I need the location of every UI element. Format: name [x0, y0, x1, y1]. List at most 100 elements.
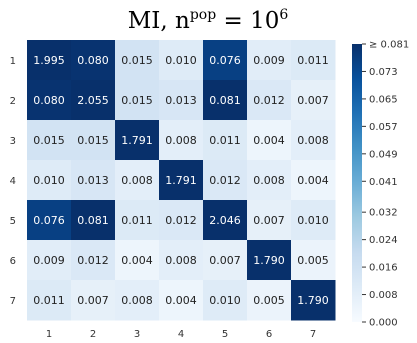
- heatmap-cell-label: 0.015: [121, 94, 153, 107]
- heatmap-cell: [115, 40, 160, 81]
- heatmap-cell-label: 0.008: [121, 174, 153, 187]
- heatmap-cell: [291, 240, 336, 281]
- x-tick-label: 4: [178, 329, 184, 340]
- heatmap-cell-label: 0.076: [33, 214, 65, 227]
- heatmap-cell-label: 0.009: [33, 254, 65, 267]
- x-tick-label: 3: [134, 329, 140, 340]
- heatmap-cell-label: 0.011: [209, 134, 241, 147]
- x-axis-ticks: 1 2 3 4 5 6 7: [46, 329, 316, 340]
- y-tick-label: 1: [10, 56, 16, 67]
- heatmap-cell: [291, 120, 336, 161]
- heatmap-cell-label: 0.013: [77, 174, 109, 187]
- heatmap-cell-labels: 1.995 0.080 0.015 0.010 0.076 0.009 0.011 0.080…: [33, 54, 329, 307]
- heatmap-cell: [247, 200, 292, 241]
- heatmap-cell: [291, 80, 336, 121]
- heatmap-cell: [247, 160, 292, 201]
- heatmap-cell-label: 0.080: [77, 54, 109, 67]
- heatmap-cell: [71, 160, 116, 201]
- y-tick-label: 7: [10, 296, 16, 307]
- y-tick-label: 3: [10, 136, 16, 147]
- heatmap-cell: [27, 240, 72, 281]
- y-axis-ticks: 1 2 3 4 5 6 7: [10, 56, 16, 307]
- heatmap-cell-label: 0.008: [121, 294, 153, 307]
- heatmap-cell: [159, 80, 204, 121]
- x-tick-label: 7: [310, 329, 316, 340]
- heatmap-cell: [203, 200, 248, 241]
- x-tick-label: 5: [222, 329, 228, 340]
- colorbar-tick-label: 0.024: [369, 235, 398, 246]
- y-tick-label: 2: [10, 96, 16, 107]
- heatmap-cell: [115, 200, 160, 241]
- heatmap-cell: [71, 280, 116, 321]
- heatmap-cell-label: 0.013: [165, 94, 197, 107]
- chart-title-rest: = 10: [216, 8, 279, 34]
- heatmap-cell-label: 0.011: [297, 54, 329, 67]
- colorbar-tick-label: 0.057: [369, 122, 398, 133]
- heatmap-cell: [247, 120, 292, 161]
- heatmap-cell-label: 0.005: [253, 294, 285, 307]
- heatmap-cell-label: 0.012: [253, 94, 285, 107]
- heatmap-cell-label: 0.076: [209, 54, 241, 67]
- colorbar: [352, 44, 362, 322]
- heatmap-cell-label: 0.008: [297, 134, 329, 147]
- colorbar-tick-label: 0.065: [369, 94, 398, 105]
- heatmap-cell: [27, 40, 72, 81]
- heatmap-cell: [291, 200, 336, 241]
- heatmap-cell-label: 0.004: [121, 254, 153, 267]
- heatmap-cell: [159, 120, 204, 161]
- y-tick-label: 5: [10, 216, 16, 227]
- colorbar-tick-label: 0.041: [369, 177, 398, 188]
- heatmap-cell: [203, 280, 248, 321]
- heatmap-cell: [159, 240, 204, 281]
- chart-title-exp: 6: [279, 7, 288, 23]
- heatmap-cell: [115, 160, 160, 201]
- heatmap-cell: [115, 280, 160, 321]
- heatmap-cell: [27, 280, 72, 321]
- colorbar-tick-label: 0.008: [369, 290, 398, 301]
- heatmap-cell: [247, 40, 292, 81]
- x-tick-label: 6: [266, 329, 272, 340]
- heatmap-cell: [159, 40, 204, 81]
- colorbar-ticks: 0.000 0.008 0.016 0.024 0.032 0.041 0.049 0.057…: [362, 40, 409, 329]
- heatmap-cell-label: 0.012: [77, 254, 109, 267]
- heatmap-cell-label: 0.012: [209, 174, 241, 187]
- heatmap-cell: [71, 80, 116, 121]
- heatmap-cell: [203, 120, 248, 161]
- heatmap-cell: [71, 40, 116, 81]
- colorbar-tick-label: 0.073: [369, 67, 398, 78]
- heatmap-cell: [203, 40, 248, 81]
- heatmap-cell-label: 0.005: [297, 254, 329, 267]
- heatmap-cell-label: 0.007: [209, 254, 241, 267]
- heatmap-cell-label: 0.080: [33, 94, 65, 107]
- heatmap-cell-label: 0.008: [253, 174, 285, 187]
- heatmap-cell: [159, 280, 204, 321]
- y-tick-label: 4: [10, 176, 16, 187]
- x-tick-label: 2: [90, 329, 96, 340]
- y-tick-label: 6: [10, 256, 16, 267]
- heatmap-cell: [203, 80, 248, 121]
- heatmap-cell-label: 0.010: [297, 214, 329, 227]
- heatmap-cell-label: 0.008: [165, 254, 197, 267]
- heatmap-cell: [203, 160, 248, 201]
- heatmap-cell: [27, 160, 72, 201]
- heatmap-cell: [27, 80, 72, 121]
- heatmap-cell-label: 2.055: [77, 94, 109, 107]
- heatmap-cell-label: 0.004: [165, 294, 197, 307]
- heatmap-cell: [291, 160, 336, 201]
- heatmap-cell: [71, 200, 116, 241]
- heatmap-cell: [115, 240, 160, 281]
- colorbar-tick-label: 0.032: [369, 208, 398, 219]
- heatmap-cell-label: 2.046: [209, 214, 241, 227]
- heatmap-cell: [291, 40, 336, 81]
- heatmap-cell-label: 0.009: [253, 54, 285, 67]
- heatmap-cell-label: 0.004: [253, 134, 285, 147]
- heatmap-cell-label: 0.015: [77, 134, 109, 147]
- heatmap-cell-label: 0.004: [297, 174, 329, 187]
- colorbar-tick-label: 0.049: [369, 149, 398, 160]
- colorbar-tick-label: ≥ 0.081: [369, 40, 409, 51]
- chart-title-sup: pop: [190, 7, 216, 23]
- heatmap-cell-label: 0.081: [77, 214, 109, 227]
- heatmap-cell: [115, 80, 160, 121]
- heatmap-cell: [291, 280, 336, 321]
